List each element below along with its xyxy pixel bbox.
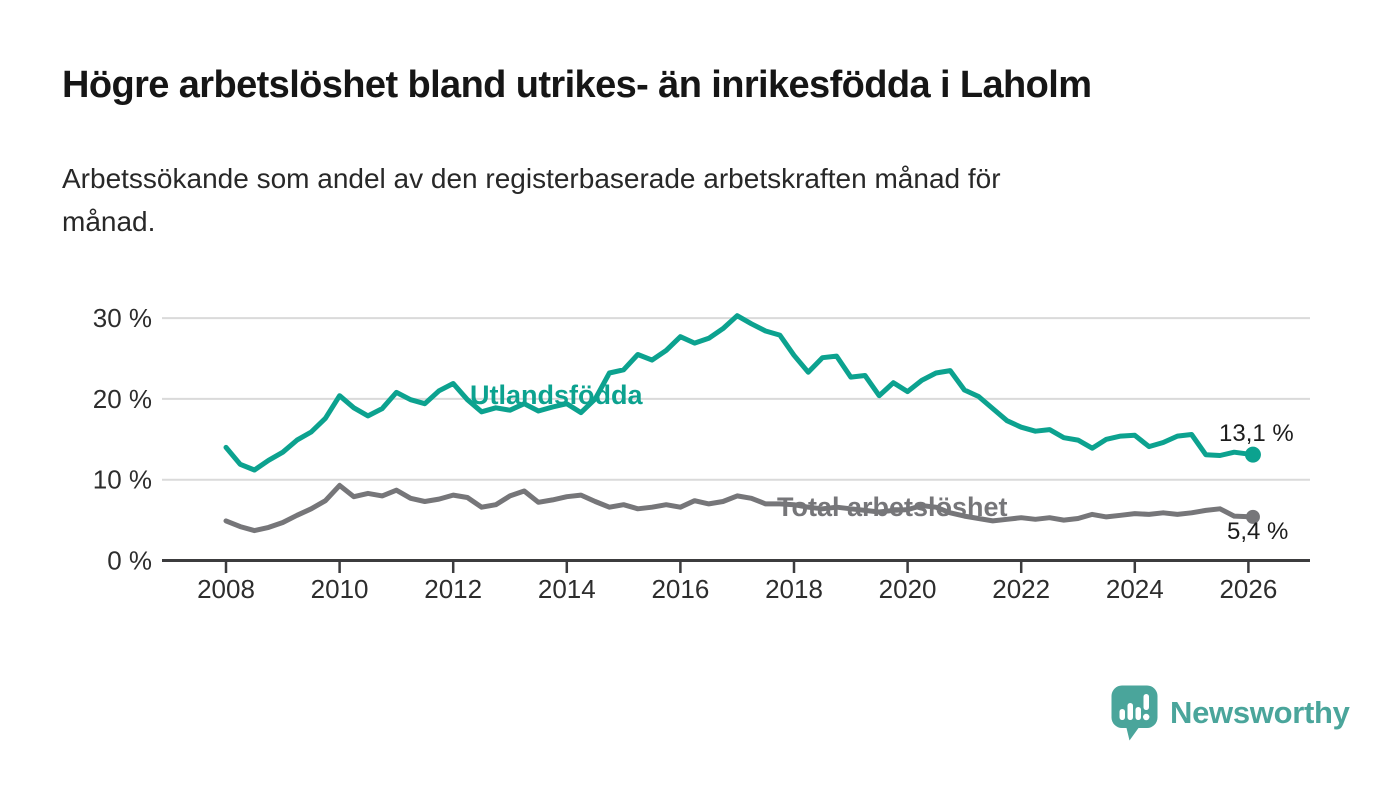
newsworthy-logo-text: Newsworthy <box>1170 695 1350 730</box>
y-tick-label: 10 % <box>93 465 152 495</box>
x-tick-label: 2010 <box>311 574 369 604</box>
chart-subtitle: Arbetssökande som andel av den registerb… <box>62 157 1312 243</box>
y-tick-label: 0 % <box>107 546 152 576</box>
end-dot-total-arbetsloshet <box>1245 509 1260 524</box>
x-tick-label: 2012 <box>424 574 482 604</box>
x-tick-label: 2014 <box>538 574 596 604</box>
x-tick-label: 2026 <box>1219 574 1277 604</box>
x-tick-label: 2020 <box>879 574 937 604</box>
y-tick-label: 20 % <box>93 384 152 414</box>
x-tick-label: 2016 <box>651 574 709 604</box>
chart-subtitle-line2: månad. <box>62 206 156 237</box>
end-value-label-total: 5,4 % <box>1227 518 1289 545</box>
series-label-total-arbetsloshet: Total arbetslöshet <box>777 492 1008 522</box>
x-tick-label: 2024 <box>1106 574 1164 604</box>
x-tick-label: 2022 <box>992 574 1050 604</box>
series-line-utlandsfodda <box>223 313 1256 473</box>
end-value-label-utlandsfodda: 13,1 % <box>1219 420 1294 447</box>
x-tick-label: 2008 <box>197 574 255 604</box>
end-dot-utlandsfodda <box>1244 446 1261 463</box>
y-tick-label: 30 % <box>93 303 152 333</box>
x-tick-label: 2018 <box>765 574 823 604</box>
series-line-total-arbetsloshet <box>223 482 1256 534</box>
series-label-utlandsfodda: Utlandsfödda <box>470 380 643 410</box>
newsworthy-logo[interactable]: Newsworthy <box>1110 684 1350 742</box>
chart-subtitle-line1: Arbetssökande som andel av den registerb… <box>62 163 1001 194</box>
bar-chart-speech-bubble-icon <box>1111 685 1158 741</box>
chart-title: Högre arbetslöshet bland utrikes- än inr… <box>62 64 1092 106</box>
